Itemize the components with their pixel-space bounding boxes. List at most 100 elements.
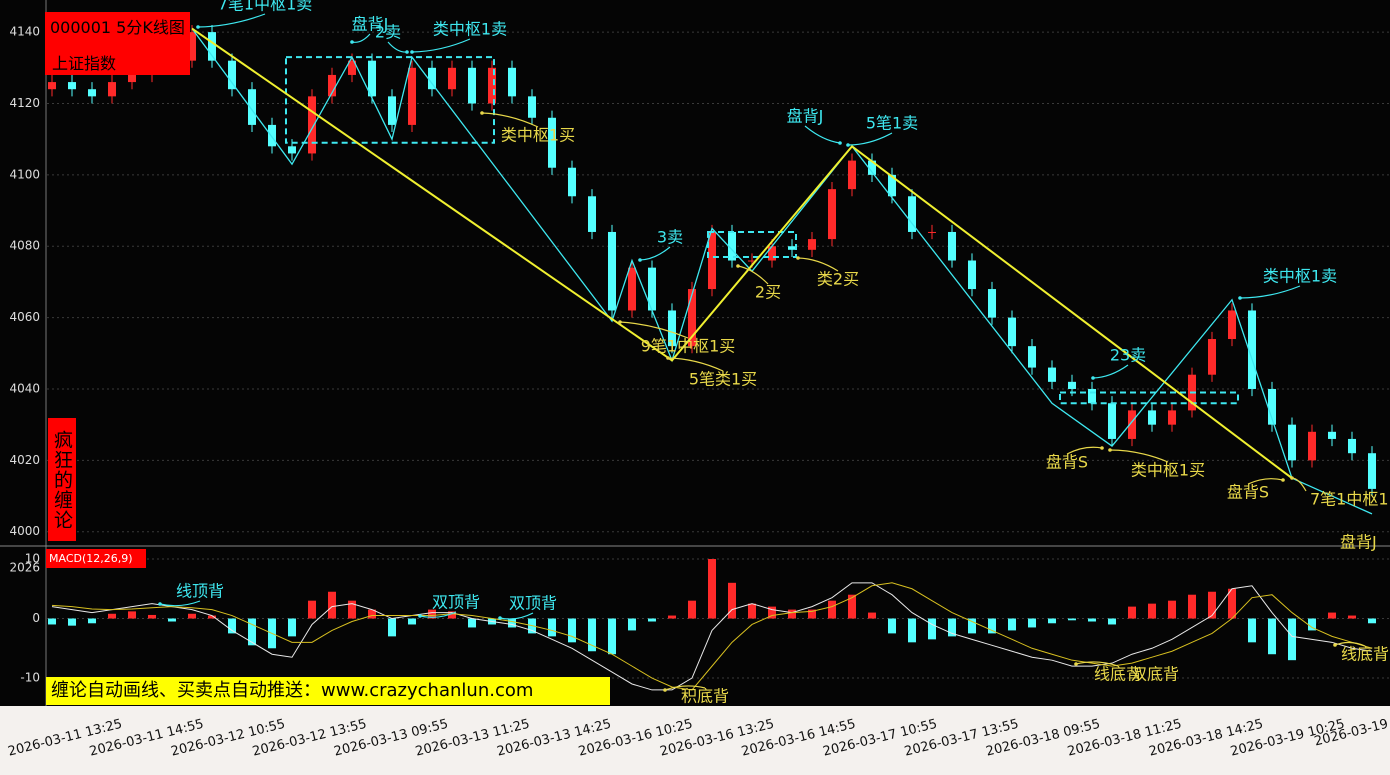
candle-body xyxy=(288,146,296,154)
candle-body xyxy=(1268,388,1276,425)
annotation-arrow-head xyxy=(618,320,622,324)
candle-body xyxy=(1168,410,1176,425)
macd-bar xyxy=(1188,594,1196,619)
zone-box xyxy=(707,230,797,258)
y-tick-label: 4040 xyxy=(9,381,40,395)
annotation-arrow xyxy=(419,611,457,618)
annotation: 双底背 xyxy=(1131,665,1179,684)
candle-body xyxy=(1328,431,1336,439)
candle-body xyxy=(908,196,916,232)
annotation-arrow xyxy=(667,357,724,372)
macd-bar xyxy=(1028,618,1036,628)
candle-body xyxy=(348,60,356,75)
candle-body xyxy=(1028,346,1036,368)
annotation: 双顶背 xyxy=(509,594,557,613)
annotation-arrow-head xyxy=(1238,296,1242,300)
macd-bar xyxy=(848,594,856,619)
annotation: 类中枢1卖 xyxy=(433,20,507,39)
annotation: 盘背S xyxy=(1227,483,1269,502)
macd-bar xyxy=(248,618,256,646)
annotation-arrow-head xyxy=(410,50,414,54)
candle-body xyxy=(1348,438,1356,454)
macd-bar xyxy=(788,609,796,619)
macd-bar xyxy=(408,618,416,625)
x-axis-area xyxy=(0,706,1390,775)
annotation-arrow-head xyxy=(838,141,842,145)
annotation-arrow xyxy=(737,265,769,285)
annotation-arrow xyxy=(1066,446,1103,455)
candle-body xyxy=(528,96,536,118)
macd-bar xyxy=(828,600,836,619)
candle-body xyxy=(388,96,396,125)
annotation-arrow xyxy=(499,612,534,620)
annotation-arrow xyxy=(481,112,539,128)
annotation-arrow-head xyxy=(638,258,642,262)
candle-body xyxy=(1308,431,1316,461)
candle-body xyxy=(1208,339,1216,375)
candle-body xyxy=(608,231,616,311)
candle-body xyxy=(1248,310,1256,389)
annotation-arrow xyxy=(411,38,471,53)
banner: 缠论自动画线、买卖点自动推送：www.crazychanlun.com xyxy=(46,677,610,705)
macd-bar xyxy=(1308,618,1316,631)
annotation: 盘背J xyxy=(787,107,824,126)
candle-body xyxy=(488,67,496,104)
annotation: 7笔1中枢1卖 xyxy=(218,0,313,14)
macd-title: MACD(12,26,9) xyxy=(46,549,146,568)
candle-body xyxy=(368,60,376,97)
annotation-arrow-head xyxy=(846,143,850,147)
annotation-arrow-head xyxy=(480,111,484,115)
macd-bar xyxy=(328,591,336,619)
macd-bar xyxy=(668,615,676,619)
candle-body xyxy=(308,96,316,154)
candle-body xyxy=(988,289,996,318)
annotation: 盘背S xyxy=(1046,453,1088,472)
macd-bar xyxy=(728,582,736,619)
candle-body xyxy=(648,267,656,311)
macd-bar xyxy=(468,618,476,628)
annotation-arrow xyxy=(1334,641,1366,647)
candle-body xyxy=(708,231,716,290)
macd-bar xyxy=(1288,618,1296,661)
candle-body xyxy=(1148,410,1156,425)
macd-line xyxy=(51,582,1373,691)
macd-bar xyxy=(948,618,956,637)
candle-body xyxy=(588,196,596,232)
candle-body xyxy=(1128,410,1136,439)
annotation-arrow-head xyxy=(1100,446,1104,450)
annotation-arrow xyxy=(619,321,689,339)
annotation-arrow xyxy=(159,600,201,607)
candle-body xyxy=(688,289,696,347)
macd-bar xyxy=(388,618,396,637)
macd-bar xyxy=(68,618,76,626)
macd-bar xyxy=(688,600,696,619)
annotation-arrow-head xyxy=(1290,476,1294,480)
candle-body xyxy=(928,231,936,233)
macd-bar xyxy=(1148,603,1156,619)
annotation-arrow xyxy=(1247,478,1284,485)
candle-body xyxy=(768,246,776,261)
annotation-arrow xyxy=(197,13,266,28)
macd-bar xyxy=(208,615,216,619)
annotation: 5笔类1买 xyxy=(689,370,757,389)
annotation-arrow-head xyxy=(498,616,502,620)
candle-body xyxy=(208,32,216,61)
candle-body xyxy=(1008,317,1016,347)
macd-bar xyxy=(348,600,356,619)
macd-bar xyxy=(428,609,436,619)
macd-bar xyxy=(1008,618,1016,631)
candle-body xyxy=(228,60,236,90)
background xyxy=(0,0,1390,706)
annotation: 类中枢1买 xyxy=(1131,461,1205,480)
index-name: 上证指数 xyxy=(52,54,117,73)
macd-bar xyxy=(308,600,316,619)
annotation-arrow-head xyxy=(796,256,800,260)
annotation: 23卖 xyxy=(1110,346,1146,365)
corner-label: 2026 xyxy=(9,561,40,575)
macd-bar xyxy=(1228,588,1236,619)
macd-bar xyxy=(808,609,816,619)
annotation: 线底背 xyxy=(1094,665,1142,684)
annotation-arrow-head xyxy=(158,602,162,606)
annotation-arrow xyxy=(797,257,839,272)
annotation-arrow-head xyxy=(405,50,409,54)
